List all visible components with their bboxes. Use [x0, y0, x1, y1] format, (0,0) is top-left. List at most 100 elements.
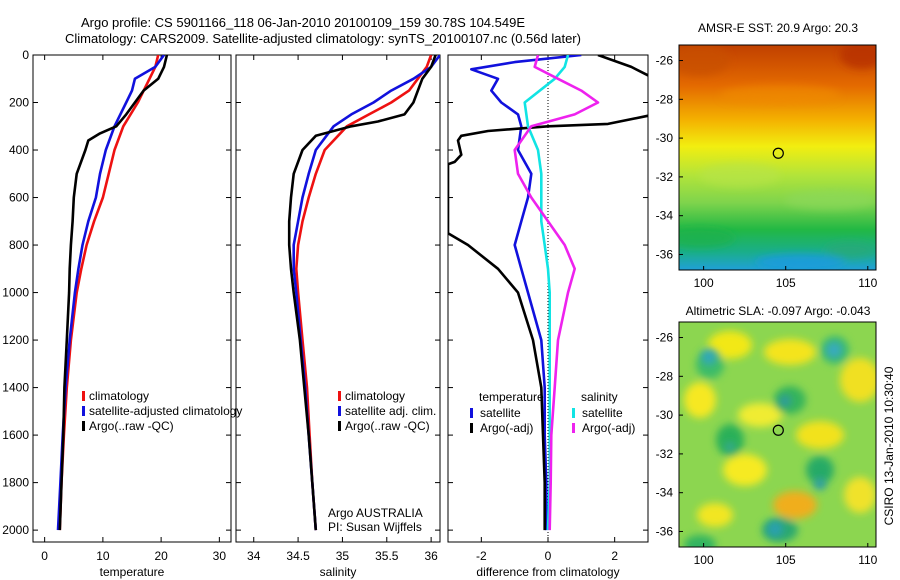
legend-swatch [338, 391, 341, 401]
salinity-series-line [287, 55, 437, 531]
salinity-xtick-label: 36 [424, 549, 438, 563]
sst_map-ytick-label: -32 [656, 170, 674, 184]
sst_map-ytick-label: -30 [656, 131, 674, 145]
sst_map-xtick-label: 100 [694, 276, 714, 290]
legend-swatch [338, 406, 341, 416]
temperature-ytick-label: 200 [9, 96, 29, 110]
sst-map-frame [678, 44, 877, 271]
sla_map-xtick-label: 110 [858, 553, 877, 567]
temperature-ytick-label: 1800 [2, 476, 29, 490]
legend-swatch [338, 421, 341, 431]
legend-swatch [470, 423, 473, 433]
sla_map-ytick-label: -28 [656, 369, 674, 383]
figure-title-line2: Climatology: CARS2009. Satellite-adjuste… [65, 31, 581, 46]
legend-entry: Argo(-adj) [582, 421, 635, 435]
temperature-series-group [56, 55, 169, 531]
temperature-ytick-label: 400 [9, 143, 29, 157]
sla_map-ytick-label: -34 [656, 486, 674, 500]
sst_map-ytick-label: -28 [656, 92, 674, 106]
legend-entry: satellite [480, 406, 521, 420]
difference-legend: temperature salinitysatelliteArgo(-adj)sa… [470, 390, 635, 435]
temperature-ytick-label: 800 [9, 238, 29, 252]
sst_map-ytick-label: -26 [656, 54, 674, 68]
sst-map-panel: AMSR-E SST: 20.9 Argo: 20.3 100 105 110 -26… [656, 21, 878, 290]
legend-entry: satellite-adjusted climatology [89, 404, 242, 418]
legend-entry: Argo(..raw -QC) [345, 419, 430, 433]
legend-entry: satellite adj. clim. [345, 404, 436, 418]
sla-map-title: Altimetric SLA: -0.097 Argo: -0.043 [686, 304, 871, 318]
salinity-profile-panel: 34 34.5 35 35.5 36 salinity climatologysatelli… [235, 54, 441, 579]
salinity-series-line [294, 55, 433, 531]
sst_map-float-marker [772, 147, 784, 159]
sst_map-ytick-label: -36 [656, 247, 674, 261]
pi-annotation: PI: Susan Wijffels [328, 520, 422, 534]
sla_map-ytick-label: -36 [656, 524, 674, 538]
sst-map-title: AMSR-E SST: 20.9 Argo: 20.3 [698, 21, 858, 35]
legend-swatch [82, 406, 85, 416]
difference-series-line [523, 55, 570, 531]
difference-series-line [513, 55, 600, 531]
salinity-axes-frame [235, 54, 441, 543]
sla_map-ytick-label: -32 [656, 447, 674, 461]
difference-xtick-label: 0 [545, 549, 552, 563]
sla-map-lows [701, 342, 842, 537]
sst-map-texture [679, 45, 876, 270]
temperature-xtick-label: 20 [154, 549, 168, 563]
legend-swatch [572, 423, 575, 433]
temperature-xtick-label: 0 [41, 549, 48, 563]
temperature-series-line [56, 55, 166, 531]
legend-entry: satellite [582, 406, 623, 420]
legend-entry: climatology [89, 389, 149, 403]
temperature-xlabel: temperature [100, 565, 165, 579]
sla_map-xtick-label: 100 [694, 553, 714, 567]
legend-entry: Argo(-adj) [480, 421, 533, 435]
salinity-xlabel: salinity [320, 565, 357, 579]
sla_map-ytick-label: -30 [656, 408, 674, 422]
temperature-ytick-label: 1200 [2, 333, 29, 347]
difference-xlabel: difference from climatology [476, 565, 619, 579]
temperature-ytick-label: 1000 [2, 286, 29, 300]
difference-series-line [448, 55, 648, 531]
legend-swatch [82, 391, 85, 401]
temperature-xtick-label: 30 [213, 549, 227, 563]
legend-swatch [82, 421, 85, 431]
sst_map-ytick-label: -34 [656, 209, 674, 223]
temperature-axes-frame [32, 54, 232, 543]
temperature-ytick-label: 600 [9, 191, 29, 205]
temperature-profile-panel: 0 10 20 30 0 200 400 600 800 1000 1200 1400 1600 1800… [2, 48, 242, 579]
credit-stamp: CSIRO 13-Jan-2010 10:30:40 [882, 366, 896, 525]
salinity-xtick-label: 34 [247, 549, 261, 563]
sla_map-ytick-label: -26 [656, 331, 674, 345]
legend-entry: Argo(..raw -QC) [89, 419, 174, 433]
difference-profile-panel: -2 0 2 difference from climatology temperatu… [447, 54, 649, 579]
sla_map-xtick-label: 105 [776, 553, 796, 567]
temperature-series-line [58, 55, 169, 531]
salinity-series-group [287, 55, 440, 531]
sst_map-xtick-label: 105 [776, 276, 796, 290]
temperature-ytick-label: 2000 [2, 523, 29, 537]
figure-title-line1: Argo profile: CS 5901166_118 06-Jan-2010… [81, 15, 525, 30]
salinity-xtick-label: 34.5 [286, 549, 310, 563]
salinity-xtick-label: 35.5 [375, 549, 399, 563]
temperature-ytick-label: 0 [22, 48, 29, 62]
owner-annotation: Argo AUSTRALIA [328, 506, 423, 520]
temperature-ytick-label: 1400 [2, 381, 29, 395]
salinity-xtick-label: 35 [336, 549, 350, 563]
sla-map-texture [684, 331, 876, 547]
sla_map-float-marker [772, 424, 784, 436]
legend-entry: climatology [345, 389, 405, 403]
legend-swatch [470, 408, 473, 418]
salinity-series-line [292, 55, 440, 531]
temperature-ytick-label: 1600 [2, 428, 29, 442]
difference-series-line [469, 55, 582, 531]
legend-swatch [572, 408, 575, 418]
sst_map-xtick-label: 110 [858, 276, 877, 290]
legend-header: salinity [581, 390, 618, 404]
difference-xtick-label: -2 [476, 549, 487, 563]
sla-map-frame [678, 321, 877, 548]
difference-xtick-label: 2 [611, 549, 618, 563]
temperature-xtick-label: 10 [96, 549, 110, 563]
